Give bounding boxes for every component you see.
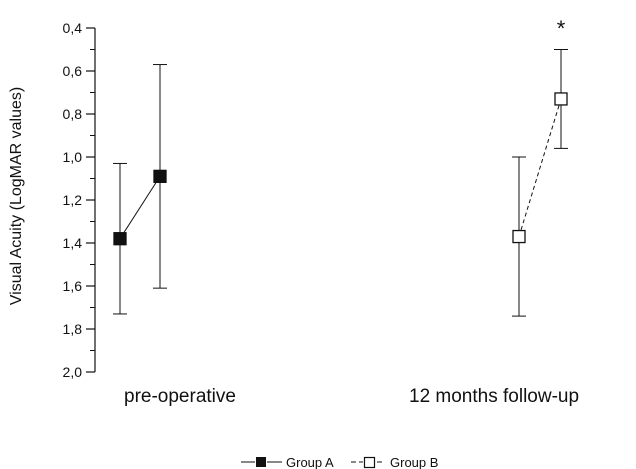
y-tick-label: 2,0 <box>63 364 83 380</box>
y-tick-label: 0,4 <box>63 20 83 36</box>
y-tick-label: 1,0 <box>63 149 83 165</box>
y-tick-label: 1,4 <box>63 235 83 251</box>
x-category-label-12-months: 12 months follow-up <box>409 386 579 407</box>
y-axis-label: Visual Acuity (LogMAR values) <box>8 87 25 305</box>
series-line <box>119 176 161 239</box>
legend: Group A Group B <box>241 455 438 469</box>
plot-area <box>113 49 568 317</box>
series-group-a <box>113 64 167 315</box>
series-group-b <box>512 49 568 317</box>
y-tick-label: 1,2 <box>63 192 83 208</box>
legend-marker-filled <box>256 457 266 467</box>
y-tick-label: 1,6 <box>63 278 83 294</box>
y-axis: 0,4 0,6 0,8 1,0 1,2 1,4 1,6 1,8 2,0 <box>63 20 96 380</box>
legend-marker-open <box>363 456 376 469</box>
significance-annotation: * <box>557 16 566 41</box>
legend-label-group-b: Group B <box>390 455 438 469</box>
x-category-label-pre-operative: pre-operative <box>124 386 236 407</box>
y-tick-label: 0,8 <box>63 106 83 122</box>
y-tick-label: 1,8 <box>63 321 83 337</box>
series-line <box>518 98 562 237</box>
legend-item-group-a: Group A <box>241 455 334 469</box>
legend-label-group-a: Group A <box>286 455 334 469</box>
y-tick-label: 0,6 <box>63 63 83 79</box>
data-point <box>113 232 127 246</box>
data-point <box>554 92 568 106</box>
legend-item-group-b: Group B <box>351 455 438 469</box>
data-point <box>512 229 526 244</box>
data-point <box>153 169 167 184</box>
